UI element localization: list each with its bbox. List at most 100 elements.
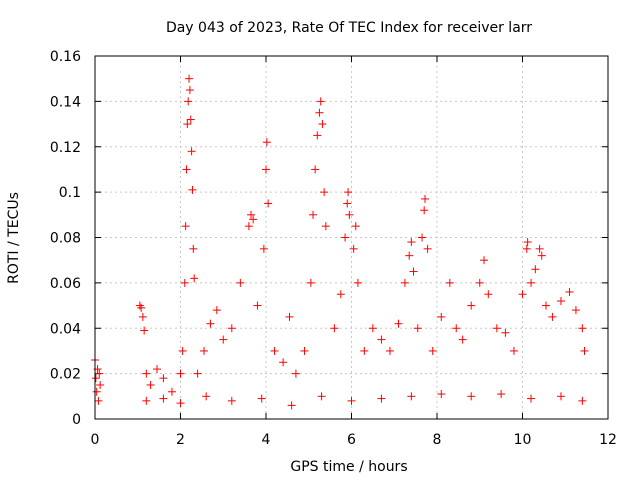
data-point [571,306,580,315]
data-point [142,396,151,405]
data-point [291,369,300,378]
data-point [219,335,228,344]
data-point [527,278,536,287]
data-point [244,222,253,231]
data-point [285,312,294,321]
data-point [227,396,236,405]
data-point [518,290,527,299]
data-point [95,369,104,378]
data-point [368,324,377,333]
data-point [385,346,394,355]
data-point [264,199,273,208]
data-point [185,86,194,95]
data-point [475,278,484,287]
data-point [484,290,493,299]
data-point [556,297,565,306]
data-point [94,396,103,405]
data-point [336,290,345,299]
data-point [306,278,315,287]
data-point [343,199,352,208]
data-point [413,324,422,333]
data-point [556,392,565,401]
data-point [183,120,192,129]
data-point [200,346,209,355]
data-point [176,399,185,408]
data-point [344,188,353,197]
data-point [182,165,191,174]
y-tick-label: 0.14 [50,94,81,110]
data-point [262,165,270,174]
plot-frame [94,55,609,420]
data-point [522,244,531,253]
data-point [548,312,557,321]
y-tick-label: 0.04 [50,321,81,337]
data-point [445,278,454,287]
data-point [206,319,215,328]
y-tick-label: 0.02 [50,367,81,383]
data-point [420,206,429,215]
data-point [300,346,309,355]
data-point [253,301,262,310]
data-point [360,346,369,355]
x-tick-label: 0 [91,432,100,448]
data-point [279,358,288,367]
data-point [497,390,506,399]
data-point [418,233,427,242]
data-point [249,215,258,224]
tick-labels: 0 2 4 6 8 10 12 0 0.02 0.04 0.06 0.08 0.1 0.12 0.14 0.1… [50,49,617,448]
data-point [176,369,185,378]
data-point [96,380,105,389]
data-point [212,306,221,315]
data-point [317,392,326,401]
data-point [330,324,339,333]
data-point [137,303,146,312]
x-tick-label: 6 [347,432,356,448]
data-point [407,238,416,247]
data-point [247,210,256,219]
data-point [309,210,318,219]
data-point [341,233,350,242]
data-point [140,326,149,335]
data-point [257,394,266,403]
data-point [531,265,540,274]
data-point [321,222,330,231]
data-point [146,380,155,389]
data-point [428,346,437,355]
data-point [311,165,320,174]
data-point [202,392,211,401]
data-point [400,278,409,287]
data-point [316,97,325,106]
data-point [167,387,176,396]
data-point [135,301,144,310]
data-point [185,74,194,83]
data-point [409,267,418,276]
data-point [227,324,236,333]
data-point [178,346,187,355]
y-tick-label: 0.08 [50,231,81,247]
data-point [315,108,324,117]
data-point [262,138,271,147]
data-point [394,319,403,328]
data-point [527,394,536,403]
data-point [313,131,322,140]
x-tick-label: 4 [262,432,271,448]
data-point [138,312,147,321]
data-point [501,328,510,337]
data-point [578,396,587,405]
data-point [537,251,546,260]
data-point [320,188,329,197]
y-tick-label: 0.06 [50,276,81,292]
data-point [189,244,198,253]
data-point [480,256,489,265]
data-point [142,369,151,378]
data-point [287,401,296,410]
data-point [349,244,358,253]
data-point [542,301,551,310]
data-point [186,115,195,124]
data-point [580,346,589,355]
data-point [353,278,362,287]
x-tick-label: 12 [599,432,617,448]
data-point [467,301,476,310]
